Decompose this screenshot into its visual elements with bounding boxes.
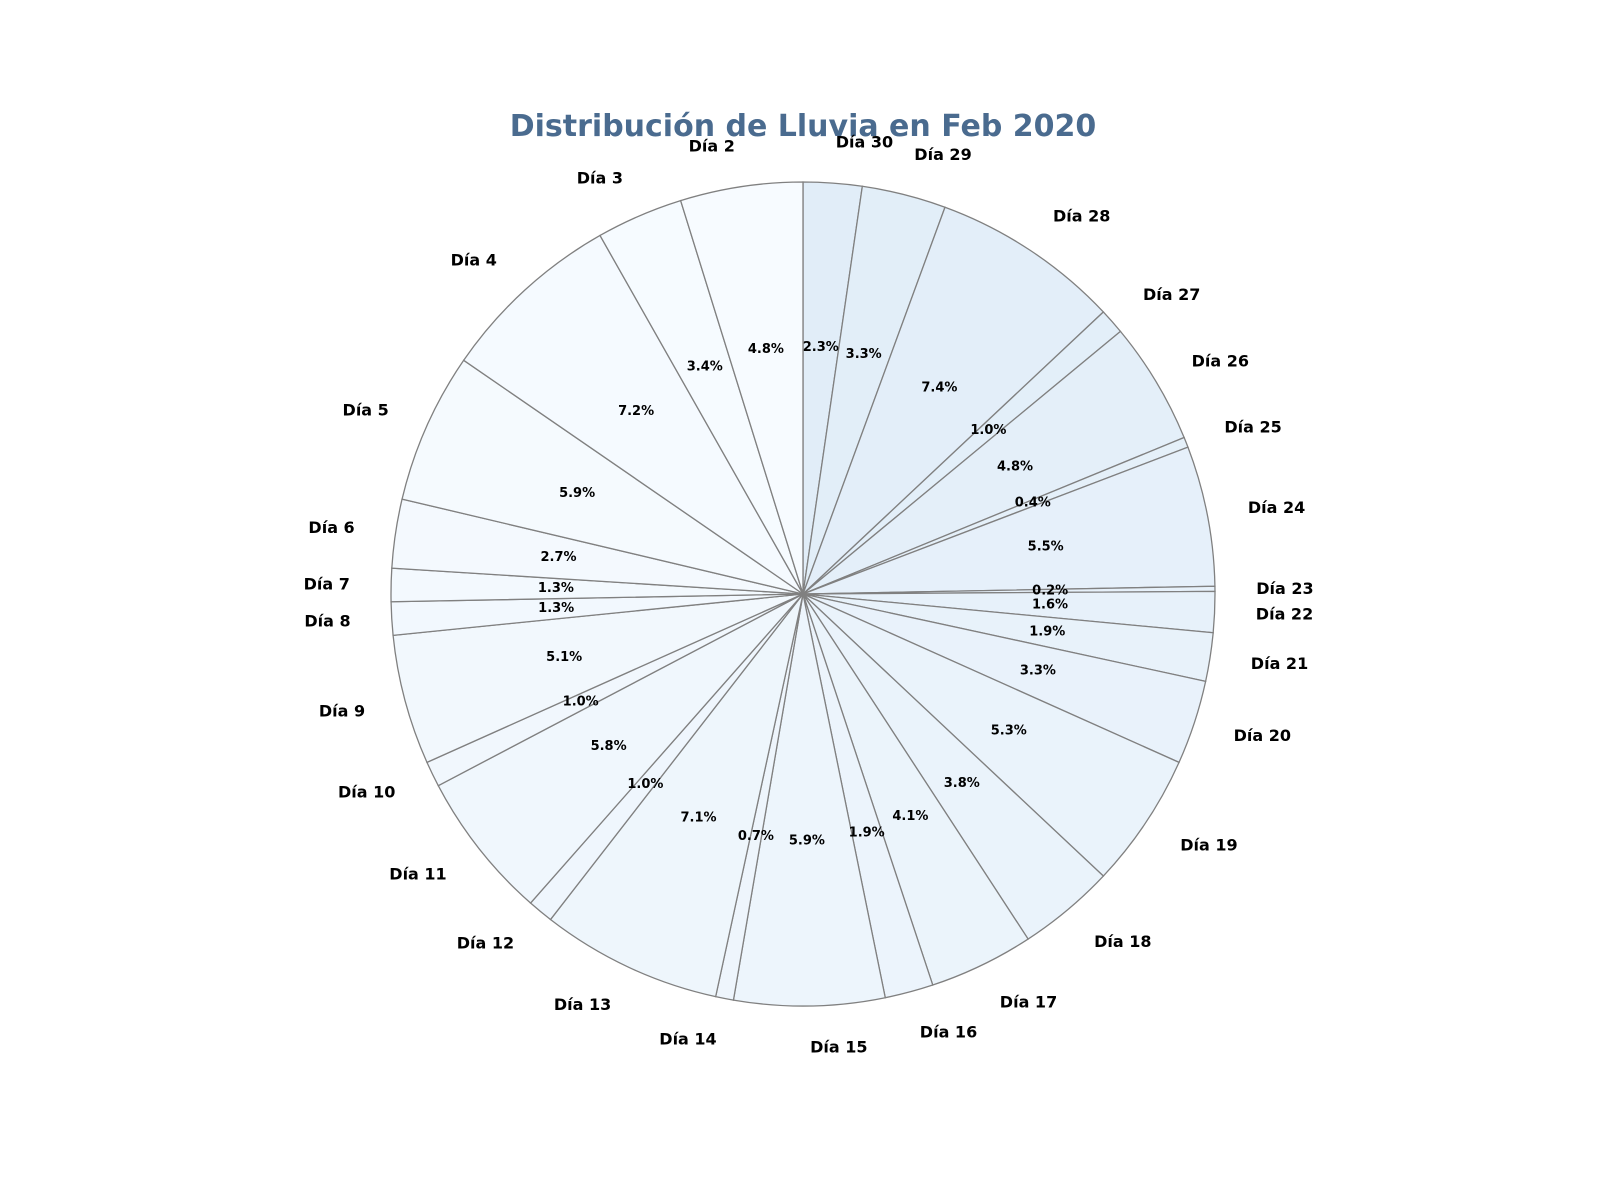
slice-category-label: Día 15 <box>810 1038 867 1057</box>
slice-category-label: Día 30 <box>836 133 893 152</box>
slice-category-label: Día 13 <box>554 995 611 1014</box>
slice-category-label: Día 27 <box>1143 285 1200 304</box>
slice-percent-label: 3.3% <box>846 347 882 362</box>
percent-labels: 2.3% 3.3% 7.4% 1.0% 4.8% 0.4% 5.5% 0.2%1.6% 1.9%… <box>538 340 1068 849</box>
slice-category-label: Día 10 <box>338 783 395 802</box>
slice-percent-label: 5.9% <box>789 834 825 849</box>
chart-title: Distribución de Lluvia en Feb 2020 <box>510 109 1097 144</box>
slice-percent-label: 1.0% <box>563 695 599 710</box>
slice-category-label: Día 14 <box>659 1029 716 1048</box>
slice-category-label: Día 6 <box>308 518 354 537</box>
slice-percent-label: 7.1% <box>680 811 716 826</box>
pie-slice <box>802 593 1180 877</box>
pie-slice <box>549 593 804 998</box>
slice-percent-label: 4.8% <box>997 459 1033 474</box>
pie-slice <box>802 206 1105 595</box>
slice-percent-label: 2.7% <box>540 550 576 565</box>
slice-percent-label: 5.1% <box>546 650 582 665</box>
slice-percent-label: 5.8% <box>591 739 627 754</box>
slice-percent-label: 1.0% <box>970 423 1006 438</box>
slice-percent-label: 0.2% <box>1032 583 1068 598</box>
slice-category-label: Día 3 <box>577 169 623 188</box>
slice-category-label: Día 18 <box>1094 932 1151 951</box>
pie-slice <box>437 593 804 904</box>
slice-percent-label: 7.2% <box>618 404 654 419</box>
slice-percent-label: 4.1% <box>892 809 928 824</box>
pie-slice <box>401 359 804 595</box>
slice-category-label: Día 12 <box>457 934 514 953</box>
slice-percent-label: 1.3% <box>538 601 574 616</box>
category-labels: Día 30 Día 29 Día 28 Día 27 Día 26 Día 25 Día … <box>304 133 1314 1057</box>
slice-percent-label: 4.8% <box>748 342 784 357</box>
slice-category-label: Día 9 <box>319 701 365 720</box>
slice-category-label: Día 4 <box>451 250 497 269</box>
slice-category-label: Día 24 <box>1248 498 1305 517</box>
slice-percent-label: 5.9% <box>559 486 595 501</box>
slice-category-label: Día 19 <box>1180 836 1237 855</box>
pie-slice <box>802 446 1216 595</box>
slice-category-label: Día 25 <box>1224 418 1281 437</box>
slice-category-label: Día 5 <box>343 401 389 420</box>
pie-slice <box>679 181 804 595</box>
slice-category-label: Día 7 <box>304 575 350 594</box>
pie-slices <box>390 181 1216 1007</box>
slice-category-label: Día 20 <box>1234 726 1291 745</box>
slice-percent-label: 1.9% <box>1029 624 1065 639</box>
slice-category-label: Día 23 <box>1256 579 1313 598</box>
slice-category-label: Día 21 <box>1251 654 1308 673</box>
slice-category-label: Día 11 <box>389 865 446 884</box>
slice-category-label: Día 22 <box>1256 604 1313 623</box>
slice-category-label: Día 17 <box>1000 993 1057 1012</box>
slice-category-label: Día 16 <box>920 1022 977 1041</box>
slice-percent-label: 3.8% <box>944 776 980 791</box>
slice-percent-label: 5.5% <box>1028 539 1064 554</box>
slice-category-label: Día 28 <box>1053 207 1110 226</box>
slice-percent-label: 7.4% <box>921 380 957 395</box>
slice-category-label: Día 2 <box>689 136 735 155</box>
pie-slice <box>462 234 804 595</box>
slice-category-label: Día 26 <box>1192 351 1249 370</box>
slice-percent-label: 1.6% <box>1032 597 1068 612</box>
slice-percent-label: 3.4% <box>687 360 723 375</box>
slice-percent-label: 0.7% <box>738 829 774 844</box>
slice-percent-label: 1.3% <box>538 581 574 596</box>
slice-category-label: Día 8 <box>304 612 350 631</box>
slice-percent-label: 1.0% <box>627 777 663 792</box>
pie-slice <box>732 593 887 1007</box>
slice-percent-label: 1.9% <box>849 825 885 840</box>
slice-percent-label: 5.3% <box>991 724 1027 739</box>
slice-category-label: Día 29 <box>914 145 971 164</box>
slice-percent-label: 0.4% <box>1015 496 1051 511</box>
slice-percent-label: 3.3% <box>1020 664 1056 679</box>
slice-percent-label: 2.3% <box>803 340 839 355</box>
